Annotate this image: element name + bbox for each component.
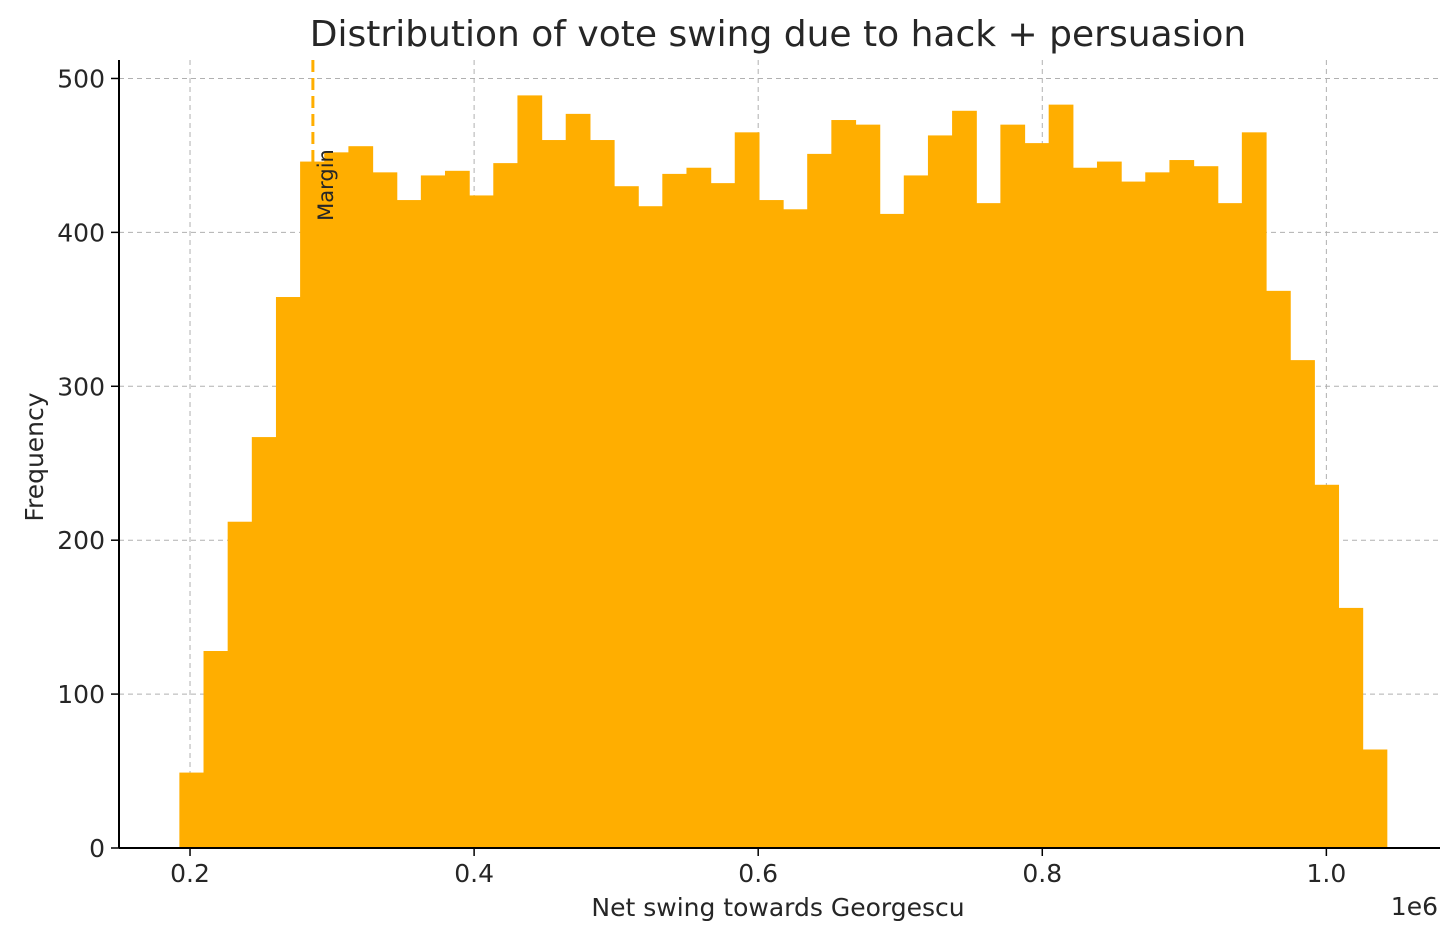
histogram-bar bbox=[831, 120, 857, 848]
bars-layer bbox=[179, 95, 1388, 848]
histogram-bar bbox=[372, 172, 398, 848]
histogram-bar bbox=[903, 175, 929, 848]
y-axis-label: Frequency bbox=[20, 392, 49, 521]
histogram-bar bbox=[203, 651, 229, 848]
reference-layer: Margin bbox=[311, 60, 338, 848]
histogram-bar bbox=[1338, 607, 1364, 848]
histogram-bar bbox=[396, 200, 422, 848]
histogram-bar bbox=[1145, 172, 1171, 848]
histogram-bar bbox=[275, 297, 301, 848]
histogram-bar bbox=[1362, 749, 1388, 848]
chart-title: Distribution of vote swing due to hack +… bbox=[310, 14, 1246, 55]
histogram-bar bbox=[1048, 104, 1074, 848]
histogram-bar bbox=[1265, 290, 1291, 848]
histogram-bar bbox=[541, 140, 567, 848]
histogram-bar bbox=[638, 206, 663, 848]
histogram-bar bbox=[783, 209, 808, 848]
histogram-bar bbox=[420, 175, 446, 848]
histogram-bar bbox=[1169, 160, 1195, 848]
y-tick-label: 300 bbox=[57, 372, 105, 401]
histogram-bar bbox=[686, 167, 712, 848]
x-tick-label: 0.8 bbox=[1022, 859, 1062, 888]
histogram-bar bbox=[1193, 166, 1219, 848]
histogram-bar bbox=[710, 183, 736, 848]
x-tick-label: 0.6 bbox=[738, 859, 778, 888]
axes-layer: 0.2 0.4 0.6 0.8 1.0 0 100 200 300 400 500 bbox=[57, 60, 1440, 888]
y-tick-label: 0 bbox=[89, 834, 105, 863]
histogram-bar bbox=[565, 113, 591, 848]
margin-label: Margin bbox=[314, 149, 338, 221]
histogram-bar bbox=[927, 135, 953, 848]
histogram-bar bbox=[179, 772, 205, 848]
y-tick-label: 100 bbox=[57, 680, 105, 709]
histogram-bar bbox=[952, 110, 977, 848]
histogram-bar bbox=[469, 195, 494, 848]
histogram-bar bbox=[227, 521, 253, 848]
histogram-bar bbox=[444, 170, 470, 848]
histogram-bar bbox=[1314, 484, 1340, 848]
histogram-bar bbox=[879, 213, 905, 848]
histogram-bar bbox=[589, 140, 615, 848]
histogram-bar bbox=[734, 132, 760, 848]
histogram-bar bbox=[855, 124, 881, 848]
x-tick-label: 1.0 bbox=[1306, 859, 1346, 888]
histogram-bar bbox=[1121, 181, 1146, 848]
histogram-bar bbox=[1024, 143, 1050, 848]
histogram-bar bbox=[1217, 203, 1243, 848]
x-tick-label: 0.2 bbox=[170, 859, 210, 888]
histogram-bar bbox=[1290, 360, 1315, 848]
histogram-bar bbox=[807, 153, 832, 848]
histogram-bar bbox=[614, 186, 639, 848]
histogram-bar bbox=[1241, 132, 1267, 848]
histogram-bar bbox=[493, 163, 519, 848]
histogram-bar bbox=[348, 146, 374, 848]
histogram-bar bbox=[517, 95, 543, 848]
y-tick-label: 200 bbox=[57, 526, 105, 555]
histogram-bar bbox=[1072, 167, 1098, 848]
histogram-bar bbox=[324, 152, 349, 848]
histogram-bar bbox=[976, 203, 1001, 848]
histogram-bar bbox=[1096, 161, 1122, 848]
y-tick-label: 500 bbox=[57, 64, 105, 93]
x-tick-label: 0.4 bbox=[454, 859, 494, 888]
x-axis-label: Net swing towards Georgescu bbox=[591, 893, 964, 922]
histogram-bar bbox=[1000, 124, 1026, 848]
x-axis-offset-label: 1e6 bbox=[1391, 892, 1438, 921]
histogram-bar bbox=[758, 200, 784, 848]
histogram-bar bbox=[251, 437, 277, 848]
histogram-bar bbox=[662, 173, 688, 848]
y-tick-label: 400 bbox=[57, 218, 105, 247]
